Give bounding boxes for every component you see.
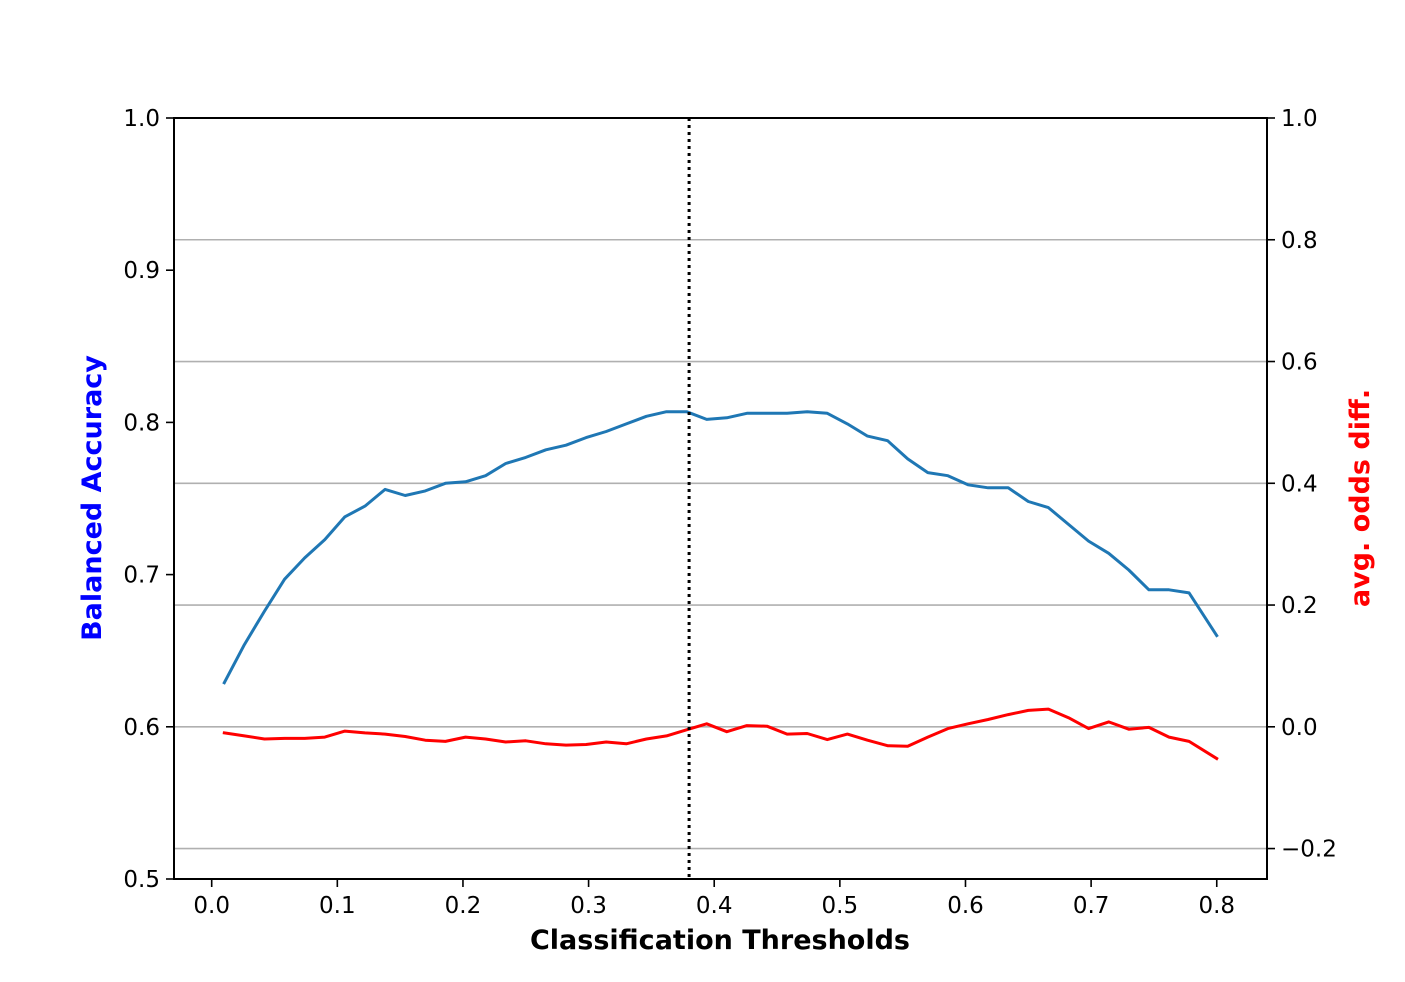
y-left-tick-label: 0.9 [123,258,160,284]
x-tick-label: 0.3 [570,893,607,919]
x-tick-label: 0.5 [822,893,859,919]
y-right-tick-label: 0.2 [1281,593,1318,619]
left-axis-title: Balanced Accuracy [77,355,108,641]
y-left-tick-label: 0.7 [123,563,160,589]
y-right-tick-label: 1.0 [1281,106,1318,132]
y-left-tick-label: 0.5 [123,867,160,893]
x-tick-label: 0.0 [193,893,230,919]
y-right-tick-label: −0.2 [1281,837,1337,863]
y-right-tick-label: 0.6 [1281,350,1318,376]
plot-border [173,117,1268,880]
avg-odds-diff-line [222,707,1219,761]
y-right-tick-label: 0.8 [1281,228,1318,254]
x-tick-label: 0.1 [319,893,356,919]
x-tick-label: 0.2 [445,893,482,919]
axis-ticks: 0.0 0.1 0.2 0.3 0.4 0.5 0.6 0.7 0.8 0.5 0.6 0.7 0.8 0… [123,106,1336,919]
x-tick-label: 0.6 [947,893,984,919]
x-tick-label: 0.4 [696,893,733,919]
y-right-tick-label: 0.4 [1281,471,1318,497]
y-right-tick-label: 0.0 [1281,715,1318,741]
right-axis-title: avg. odds diff. [1345,389,1376,607]
series-lines [222,410,1219,761]
y-left-tick-label: 1.0 [123,106,160,132]
balanced-accuracy-line [222,410,1219,685]
y-left-tick-label: 0.6 [123,715,160,741]
x-axis-title: Classification Thresholds [530,925,910,956]
x-tick-label: 0.8 [1198,893,1235,919]
plot-frame [173,117,1268,880]
y-left-tick-label: 0.8 [123,410,160,436]
x-tick-label: 0.7 [1073,893,1110,919]
grid-lines [174,117,1267,850]
